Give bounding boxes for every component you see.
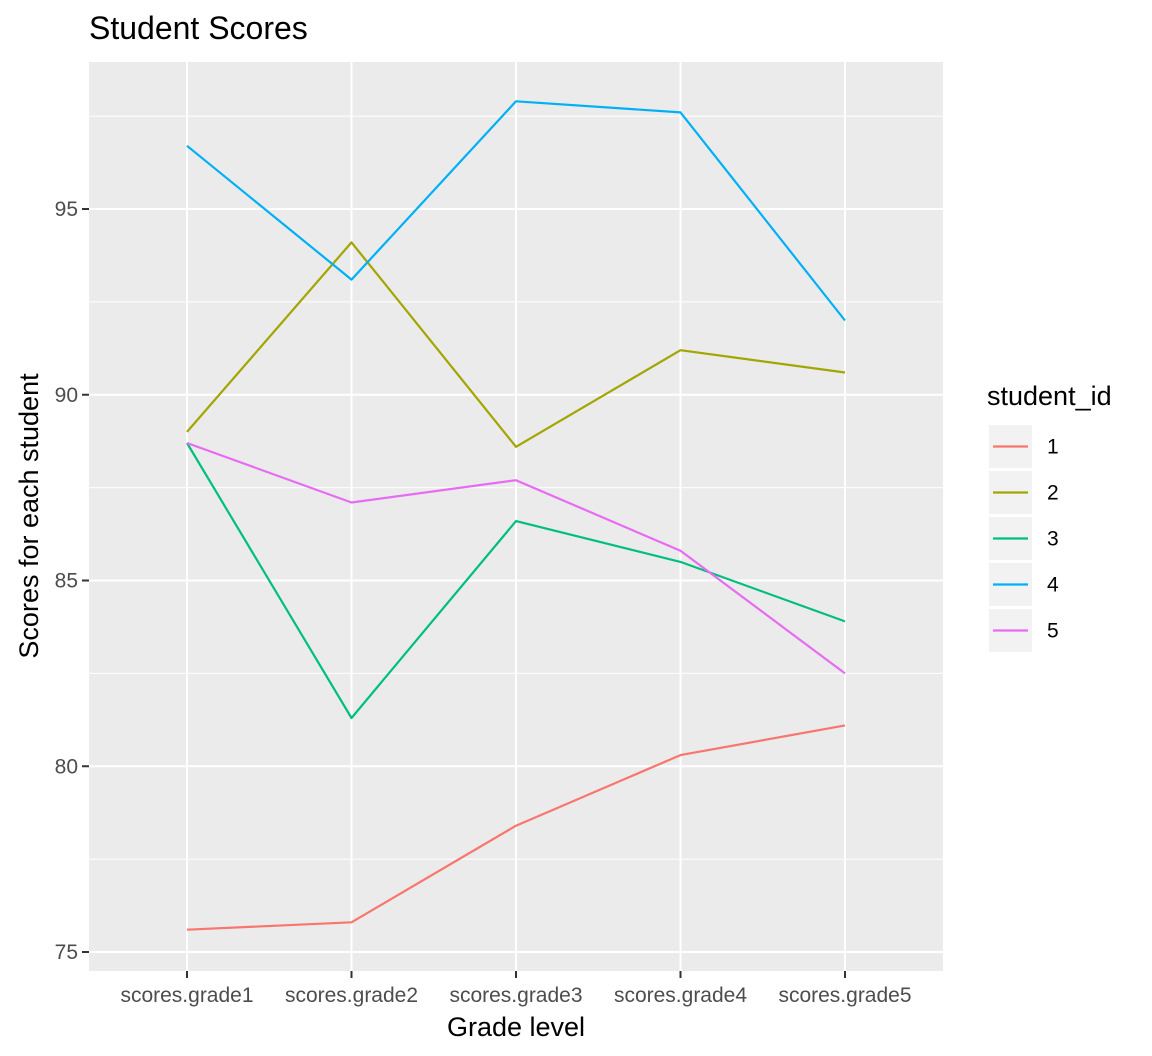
series-line-3	[186, 442, 846, 720]
series-line-1	[186, 724, 846, 931]
series-line-5	[186, 441, 846, 675]
series-lines	[186, 100, 846, 931]
legend-label: 4	[1047, 574, 1059, 597]
major-gridlines	[89, 62, 943, 971]
x-tick-label: scores.grade1	[120, 984, 253, 1007]
legend-title: student_id	[987, 381, 1112, 411]
x-axis-title: Grade level	[447, 1012, 585, 1042]
x-axis: scores.grade1 scores.grade2 scores.grade3 s…	[120, 971, 912, 1007]
series-line-2	[186, 241, 846, 448]
y-tick-label: 95	[55, 198, 78, 221]
x-tick-label: scores.grade5	[778, 984, 911, 1007]
legend-label: 3	[1047, 528, 1059, 551]
x-tick-label: scores.grade4	[614, 984, 747, 1007]
x-tick-label: scores.grade3	[449, 984, 582, 1007]
x-tick-label: scores.grade2	[285, 984, 418, 1007]
chart-title: Student Scores	[89, 10, 308, 46]
legend-label: 5	[1047, 620, 1059, 643]
y-tick-label: 75	[55, 941, 78, 964]
y-tick-label: 85	[55, 570, 78, 593]
y-axis-title: Scores for each student	[14, 373, 44, 659]
legend-label: 1	[1047, 436, 1059, 459]
legend-label: 2	[1047, 482, 1059, 505]
legend: student_id 1 2 3 4 5	[987, 381, 1112, 652]
series-line-4	[186, 100, 846, 322]
y-tick-label: 80	[55, 755, 78, 778]
y-tick-label: 90	[55, 384, 78, 407]
y-axis: 75 80 85 90 95	[55, 198, 89, 964]
